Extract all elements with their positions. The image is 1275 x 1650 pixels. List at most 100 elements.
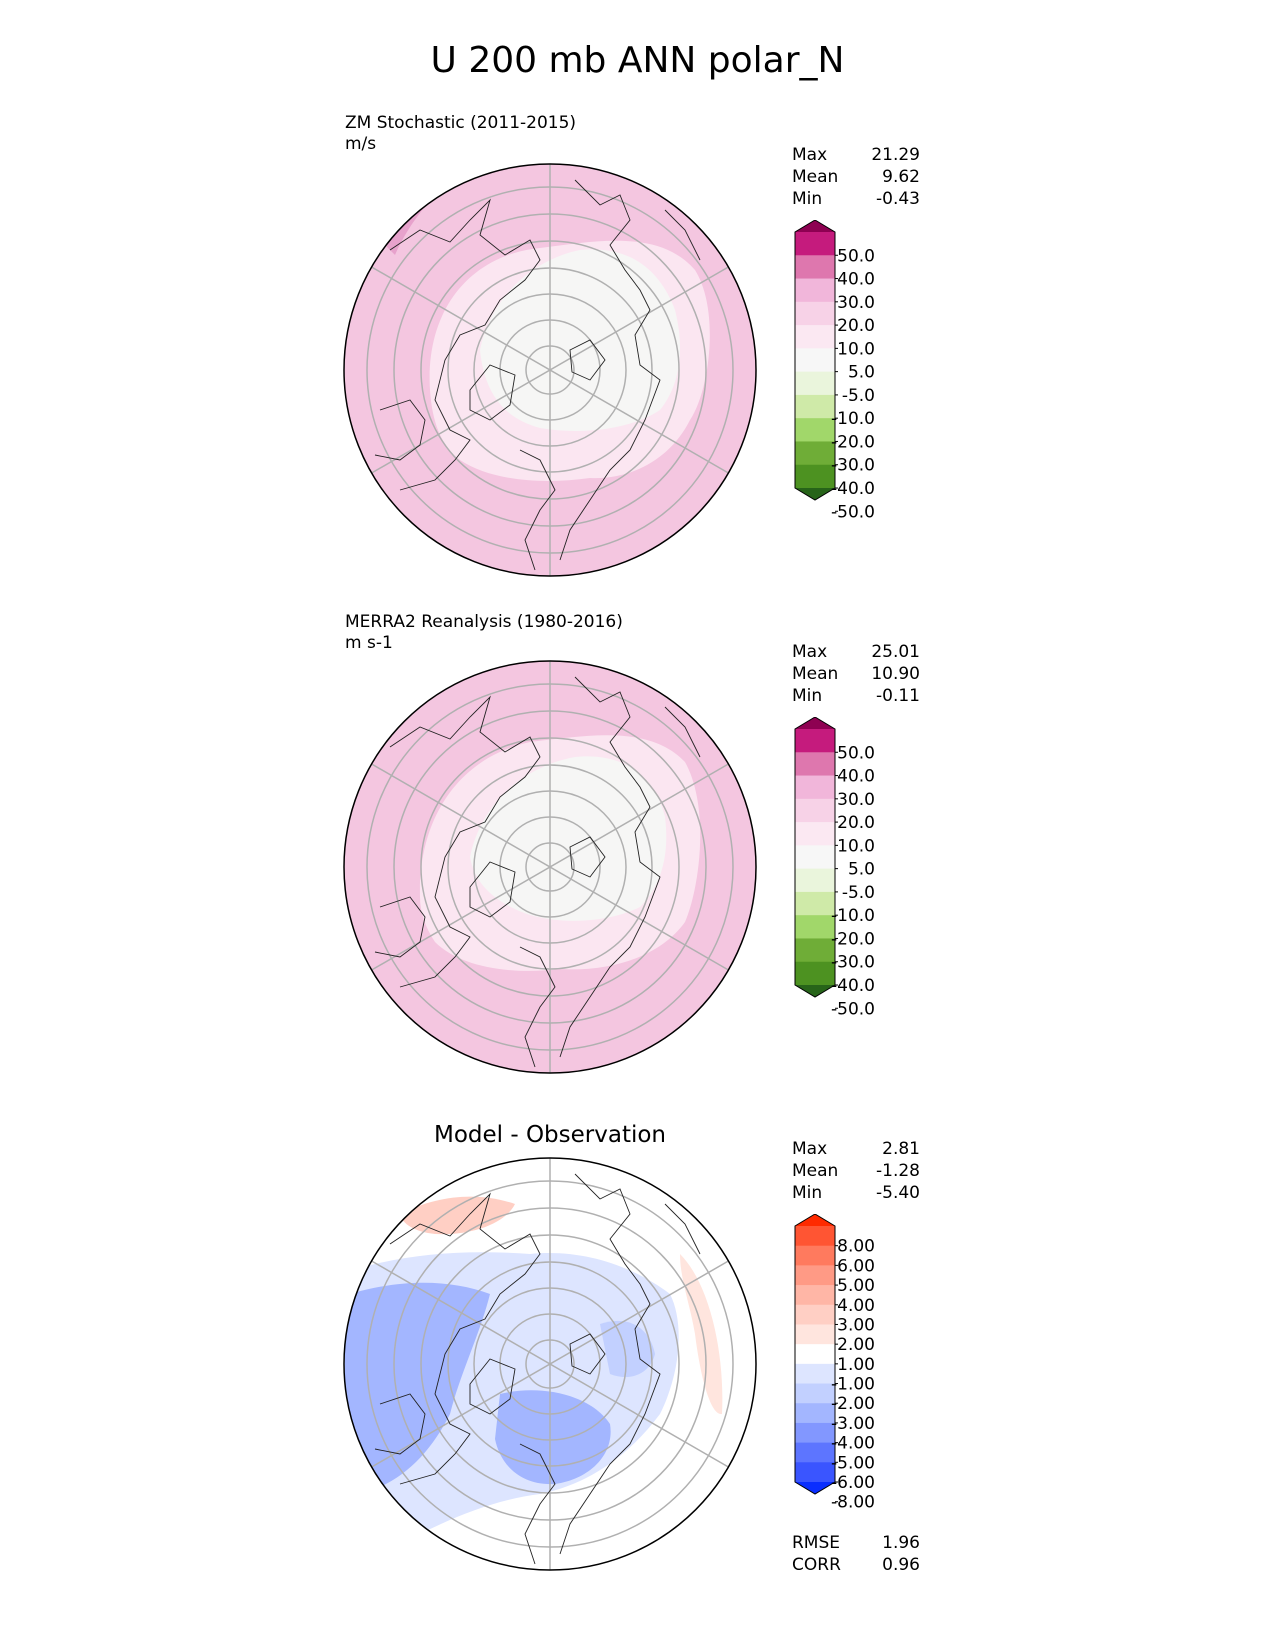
colorbar-swatch xyxy=(795,278,835,303)
colorbar-tick-label: -20.0 xyxy=(831,929,875,949)
panel-3-colorbar: 8.006.005.004.003.002.001.00-1.00-2.00-3… xyxy=(794,1214,875,1513)
colorbar-swatch xyxy=(795,752,835,777)
panel-2-label: MERRA2 Reanalysis (1980-2016) xyxy=(345,612,623,632)
panel-1-graticule xyxy=(366,164,734,576)
panel-2-map-boundary xyxy=(343,660,757,1074)
colorbar-extend-min xyxy=(795,488,835,500)
figure-title: U 200 mb ANN polar_N xyxy=(430,40,845,81)
panel-1-units: m/s xyxy=(345,134,377,154)
colorbar-tick-label: -50.0 xyxy=(831,502,875,520)
panel-2-colorbar: 50.0 40.0 30.0 20.0 10.0 5.0 -5.0 -10.0 -20.0 -30… xyxy=(794,717,875,1017)
colorbar-tick-label: 10.0 xyxy=(837,836,875,856)
colorbar-tick-label: 10.0 xyxy=(837,339,875,359)
colorbar-tick-label: -20.0 xyxy=(831,432,875,452)
panel-3-map-boundary xyxy=(343,1157,757,1571)
corr-label: CORR xyxy=(792,1555,841,1575)
panel-3-polar-map xyxy=(343,1157,757,1571)
colorbar-swatch xyxy=(795,1363,835,1385)
rmse-value: 1.96 xyxy=(882,1533,920,1553)
colorbar-tick-label: -1.00 xyxy=(831,1375,875,1395)
colorbar-extend-min xyxy=(795,1482,835,1494)
panel-1-stat-value: -0.43 xyxy=(876,189,920,209)
panel-2-stat-name: Max xyxy=(792,642,828,662)
panel-3-stat-value: -1.28 xyxy=(876,1161,920,1181)
panel-3-stats: Max 2.81 Mean -1.28 Min -5.40 xyxy=(792,1138,920,1204)
colorbar-tick-label: -4.00 xyxy=(831,1434,875,1454)
colorbar-tick-label: -30.0 xyxy=(831,953,875,973)
panel-1-stat-value: 9.62 xyxy=(882,167,920,187)
panel-1-map-boundary xyxy=(343,163,757,577)
panel-2-units: m s-1 xyxy=(345,633,393,653)
panel-1-stat-name: Mean xyxy=(792,167,839,187)
panel-1-colorbar-ticks: 50.0 40.0 30.0 20.0 10.0 5.0 -5.0 -10.0 -20.0 -30… xyxy=(831,246,875,520)
panel-1-stat-name: Max xyxy=(792,145,828,165)
panel-1-stat-value: 21.29 xyxy=(871,145,920,165)
panel-3-colorbar-swatches xyxy=(794,1214,836,1495)
colorbar-swatch xyxy=(795,822,835,846)
panel-2-stat-value: 10.90 xyxy=(871,664,920,684)
panel-1-label: ZM Stochastic (2011-2015) xyxy=(345,113,577,133)
colorbar-tick-label: -3.00 xyxy=(831,1414,875,1434)
colorbar-swatch xyxy=(795,1324,835,1345)
colorbar-swatch xyxy=(795,394,835,419)
rmse-label: RMSE xyxy=(792,1533,841,1553)
colorbar-swatch xyxy=(795,1462,835,1483)
colorbar-swatch xyxy=(795,775,835,800)
colorbar-tick-label: -30.0 xyxy=(831,456,875,476)
colorbar-tick-label: 2.00 xyxy=(837,1335,875,1355)
colorbar-tick-label: 50.0 xyxy=(837,246,875,266)
colorbar-tick-label: 30.0 xyxy=(837,790,875,810)
colorbar-tick-label: -2.00 xyxy=(831,1394,875,1414)
panel-1-polar-map xyxy=(343,163,757,577)
colorbar-tick-label: -10.0 xyxy=(831,409,875,429)
panel-3-region xyxy=(680,1254,723,1415)
panel-3-colorbar-ticks: 8.006.005.004.003.002.001.00-1.00-2.00-3… xyxy=(831,1237,875,1513)
colorbar-extend-max xyxy=(795,220,835,232)
panel-2-graticule xyxy=(366,661,734,1073)
colorbar-tick-label: 20.0 xyxy=(837,316,875,336)
colorbar-swatch xyxy=(795,255,835,280)
colorbar-swatch xyxy=(795,868,835,893)
colorbar-tick-label: -50.0 xyxy=(831,999,875,1017)
colorbar-swatch xyxy=(795,325,835,349)
panel-3-stat-name: Mean xyxy=(792,1161,839,1181)
colorbar-extend-max xyxy=(795,717,835,729)
colorbar-tick-label: 40.0 xyxy=(837,270,875,290)
panel-2-coastlines xyxy=(374,676,701,1068)
colorbar-swatch xyxy=(795,1344,835,1365)
panel-3-stat-name: Max xyxy=(792,1139,828,1159)
panel-3-stat-value: 2.81 xyxy=(882,1139,920,1159)
panel-3-bottom-stats: RMSE 1.96 CORR 0.96 xyxy=(792,1532,920,1576)
colorbar-swatch xyxy=(795,1245,835,1266)
colorbar-tick-label: -5.0 xyxy=(842,883,875,903)
panel-2-stat-name: Min xyxy=(792,686,823,706)
colorbar-outline xyxy=(794,717,836,998)
colorbar-tick-label: 8.00 xyxy=(837,1237,875,1257)
panel-1-region xyxy=(480,249,680,431)
colorbar-swatch xyxy=(795,729,835,753)
panel-1-header: ZM Stochastic (2011-2015) m/s xyxy=(345,113,576,155)
panel-2-polar-map xyxy=(343,660,757,1074)
panel-2-header: MERRA2 Reanalysis (1980-2016) m s-1 xyxy=(345,612,623,654)
panel-2-colorbar-swatches xyxy=(794,717,836,998)
colorbar-tick-label: -5.00 xyxy=(831,1453,875,1473)
colorbar-swatch xyxy=(795,1226,835,1247)
colorbar-swatch xyxy=(795,938,835,963)
colorbar-extend-min xyxy=(795,985,835,997)
corr-value: 0.96 xyxy=(882,1555,920,1575)
colorbar-tick-label: -40.0 xyxy=(831,976,875,996)
colorbar-swatch xyxy=(795,798,835,823)
colorbar-tick-label: 6.00 xyxy=(837,1256,875,1276)
panel-3-coastlines xyxy=(374,1173,701,1565)
colorbar-tick-label: 3.00 xyxy=(837,1315,875,1335)
colorbar-swatch xyxy=(795,1403,835,1424)
panel-1-stat-name: Min xyxy=(792,189,823,209)
colorbar-outline xyxy=(794,1214,836,1495)
colorbar-swatch xyxy=(795,232,835,256)
colorbar-swatch xyxy=(795,1265,835,1286)
panel-3-region xyxy=(600,1320,655,1378)
colorbar-swatch xyxy=(795,845,835,870)
colorbar-tick-label: -40.0 xyxy=(831,479,875,499)
panel-1-stats: Max 21.29 Mean 9.62 Min -0.43 xyxy=(792,144,920,210)
colorbar-tick-label: 40.0 xyxy=(837,767,875,787)
